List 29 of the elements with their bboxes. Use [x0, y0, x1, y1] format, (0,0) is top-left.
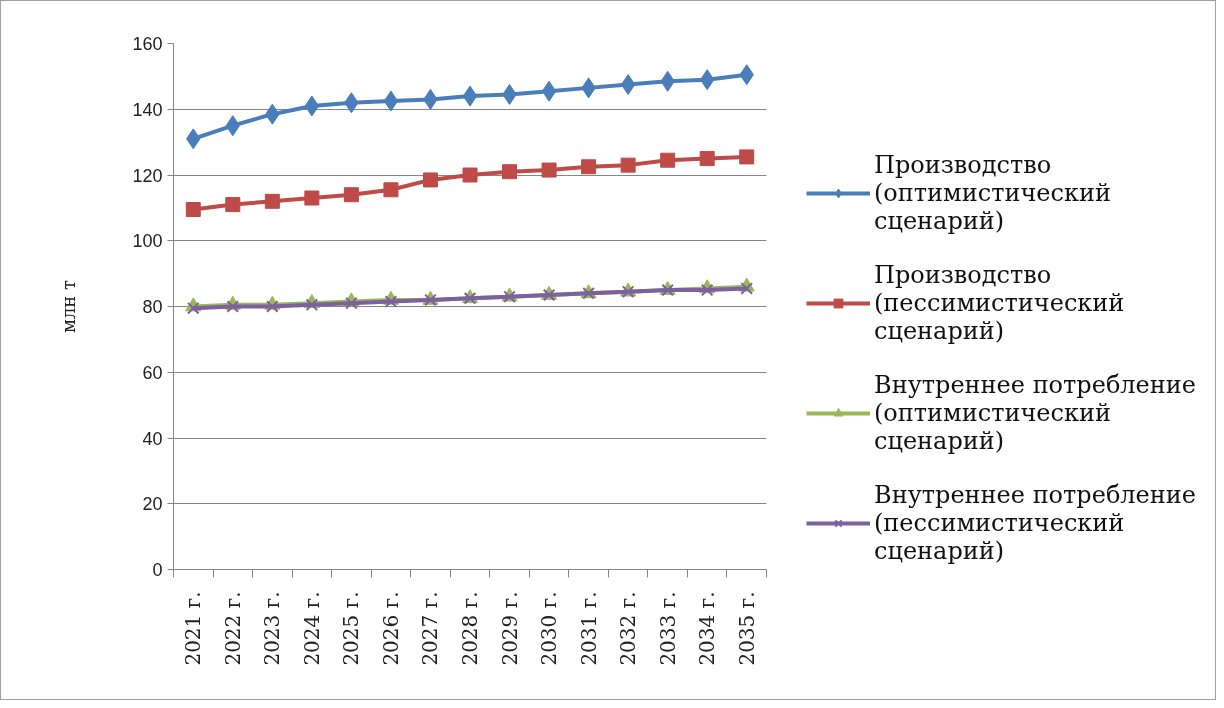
- x-tick-label: 2031 г.: [576, 591, 601, 666]
- x-tick-label: 2027 г.: [418, 591, 443, 666]
- x-tick-label: 2024 г.: [299, 591, 324, 666]
- y-tick-label: 120: [132, 165, 163, 186]
- x-tick-label: 2032 г.: [616, 591, 641, 666]
- legend-label: Внутреннее потребление (пессимистический сценарий): [874, 481, 1197, 565]
- y-tick-label: 140: [132, 99, 163, 120]
- legend-label: Производство (пессимистический сценарий): [874, 261, 1125, 345]
- y-tick-label: 0: [152, 560, 163, 580]
- x-tick-label: 2033 г.: [655, 591, 680, 666]
- x-tick-label: 2029 г.: [497, 591, 522, 666]
- legend-label: Производство (оптимистический сценарий): [874, 151, 1111, 235]
- y-tick-label: 60: [142, 362, 163, 383]
- x-tick-label: 2026 г.: [378, 591, 403, 666]
- y-tick-label: 20: [142, 494, 163, 515]
- x-tick-label: 2025 г.: [339, 591, 364, 666]
- y-tick-label: 40: [142, 428, 163, 449]
- x-tick-label: 2023 г.: [260, 591, 285, 666]
- x-tick-label: 2035 г.: [734, 591, 759, 666]
- x-tick-label: 2030 г.: [537, 591, 562, 666]
- legend-label: Внутреннее потребление (оптимистический сценарий): [874, 371, 1197, 455]
- x-tick-label: 2028 г.: [458, 591, 482, 666]
- y-tick-label: 100: [132, 231, 163, 252]
- x-tick-label: 2021 г.: [181, 591, 206, 666]
- y-axis-title: млн т: [58, 279, 80, 334]
- x-tick-label: 2022 г.: [220, 591, 245, 666]
- y-tick-label: 160: [132, 34, 163, 54]
- y-tick-label: 80: [142, 297, 163, 317]
- x-tick-label: 2034 г.: [695, 591, 720, 666]
